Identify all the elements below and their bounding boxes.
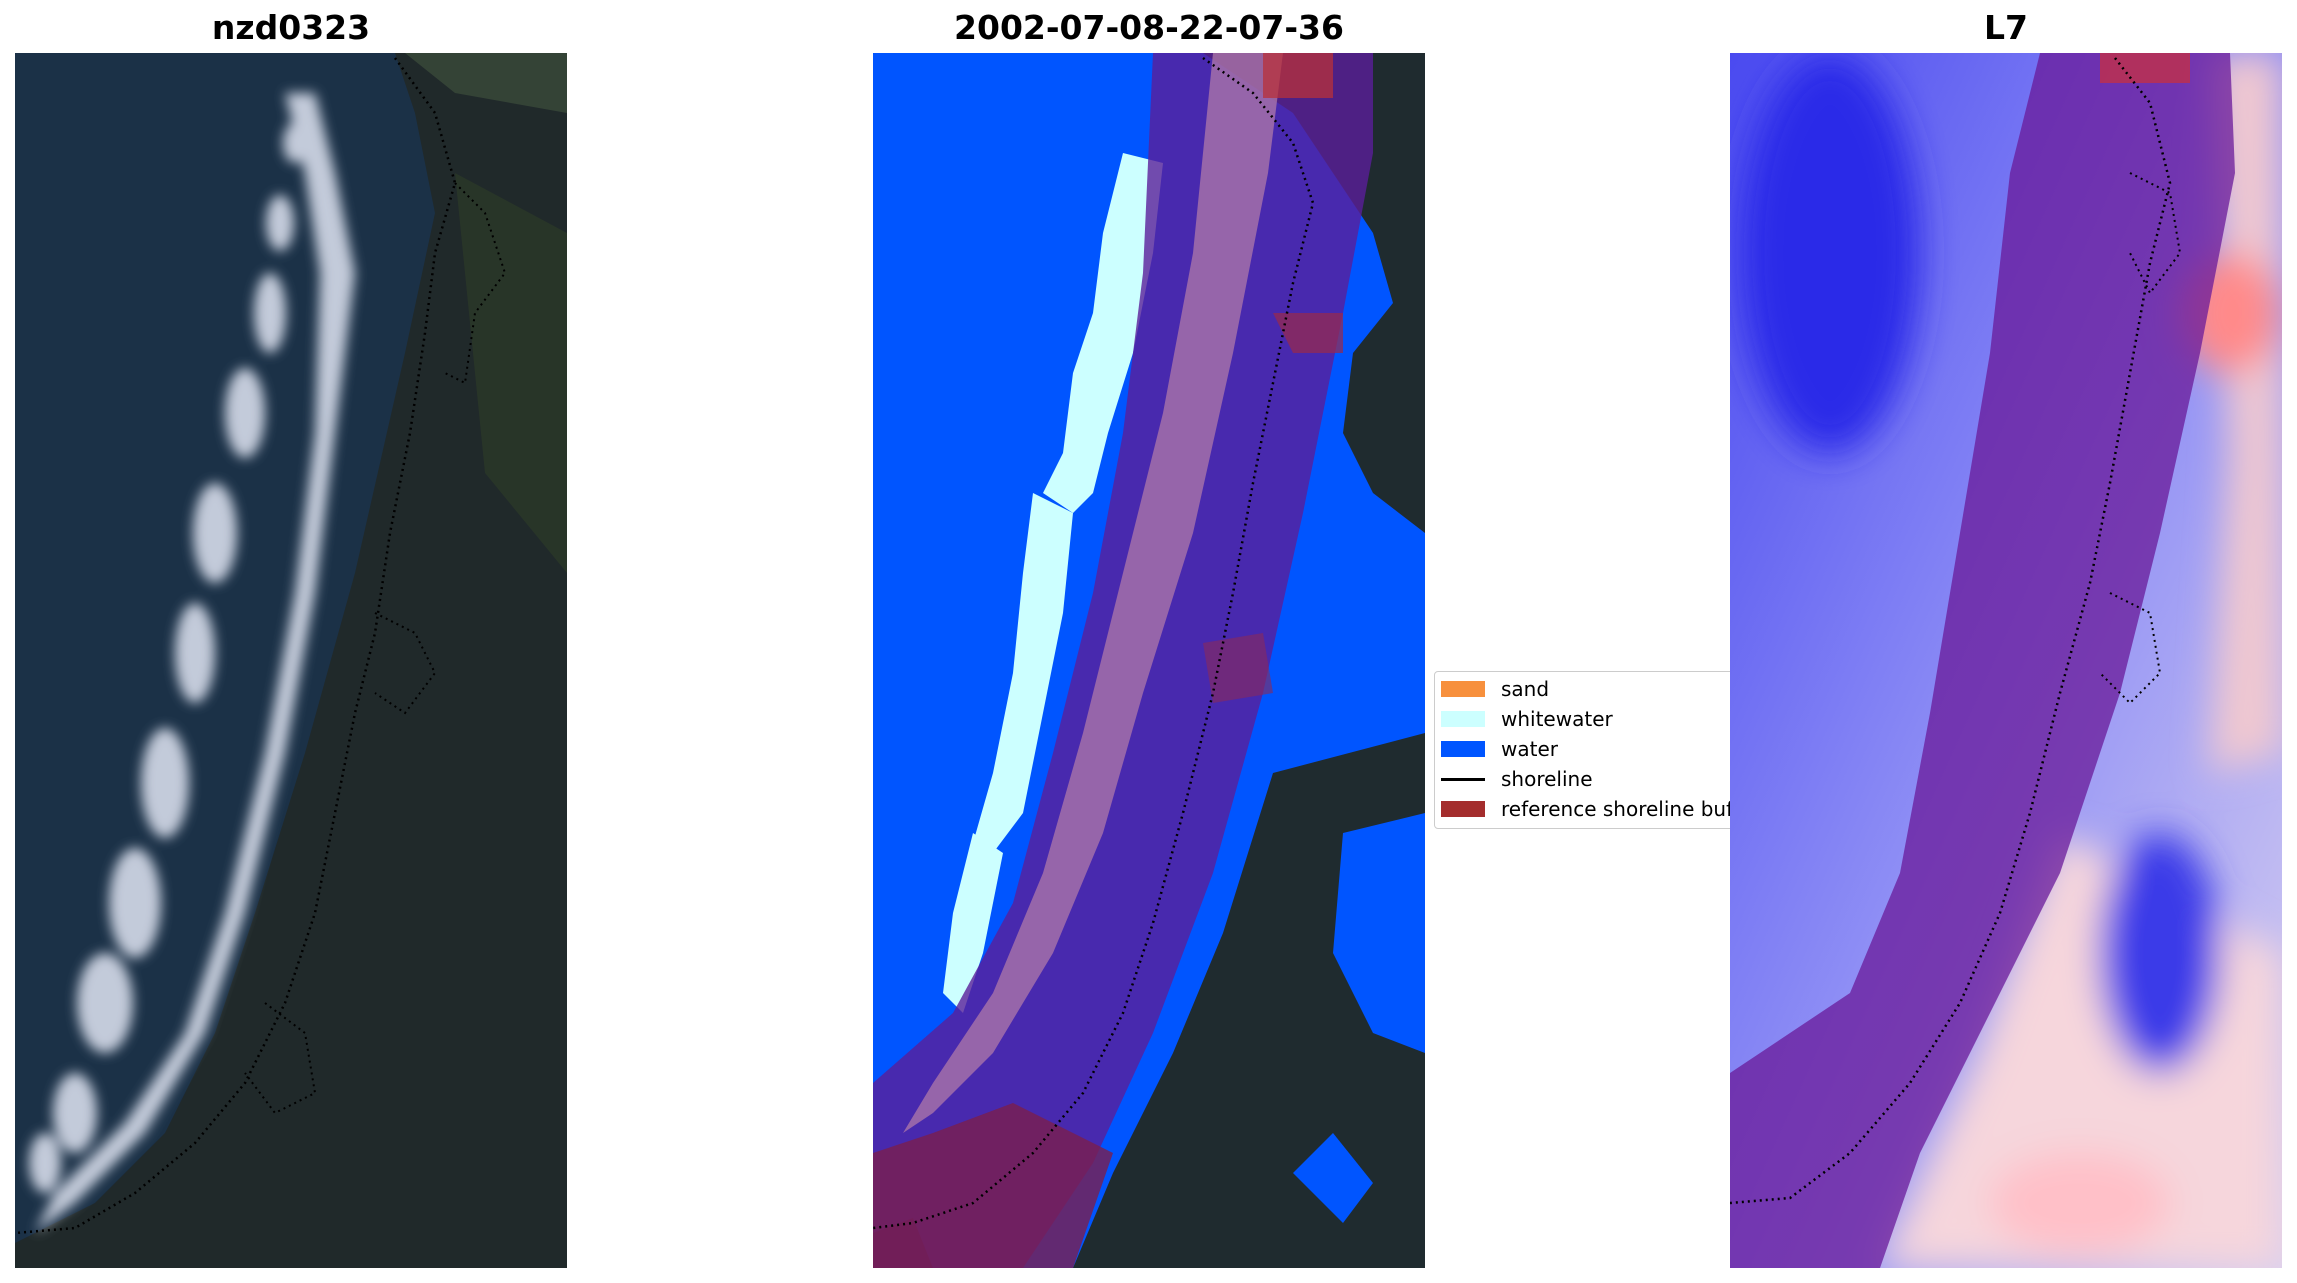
legend-label: shoreline	[1501, 767, 1593, 791]
legend-label: water	[1501, 737, 1558, 761]
panel-title-classification: 2002-07-08-22-07-36	[954, 8, 1344, 47]
legend-item-sand: sand	[1441, 676, 1549, 702]
legend-label: whitewater	[1501, 707, 1613, 731]
classification-map	[873, 53, 1425, 1268]
buffer-swatch	[1441, 801, 1485, 817]
shoreline-line-swatch	[1441, 777, 1485, 781]
legend-item-shoreline: shoreline	[1441, 766, 1593, 792]
index-map	[1730, 53, 2282, 1268]
sand-swatch	[1441, 681, 1485, 697]
legend-item-whitewater: whitewater	[1441, 706, 1613, 732]
legend: sand whitewater water shoreline referenc…	[1434, 671, 1734, 829]
legend-label: sand	[1501, 677, 1550, 701]
water-swatch	[1441, 741, 1485, 757]
whitewater-swatch	[1441, 711, 1485, 727]
legend-item-reference-buffer: reference shoreline buffer	[1441, 796, 1733, 822]
legend-label: reference shoreline buffer	[1501, 797, 1733, 821]
rgb-satellite-image	[15, 53, 567, 1268]
legend-item-water: water	[1441, 736, 1558, 762]
panel-title-rgb: nzd0323	[211, 8, 371, 47]
panel-title-index: L7	[1984, 8, 2028, 47]
